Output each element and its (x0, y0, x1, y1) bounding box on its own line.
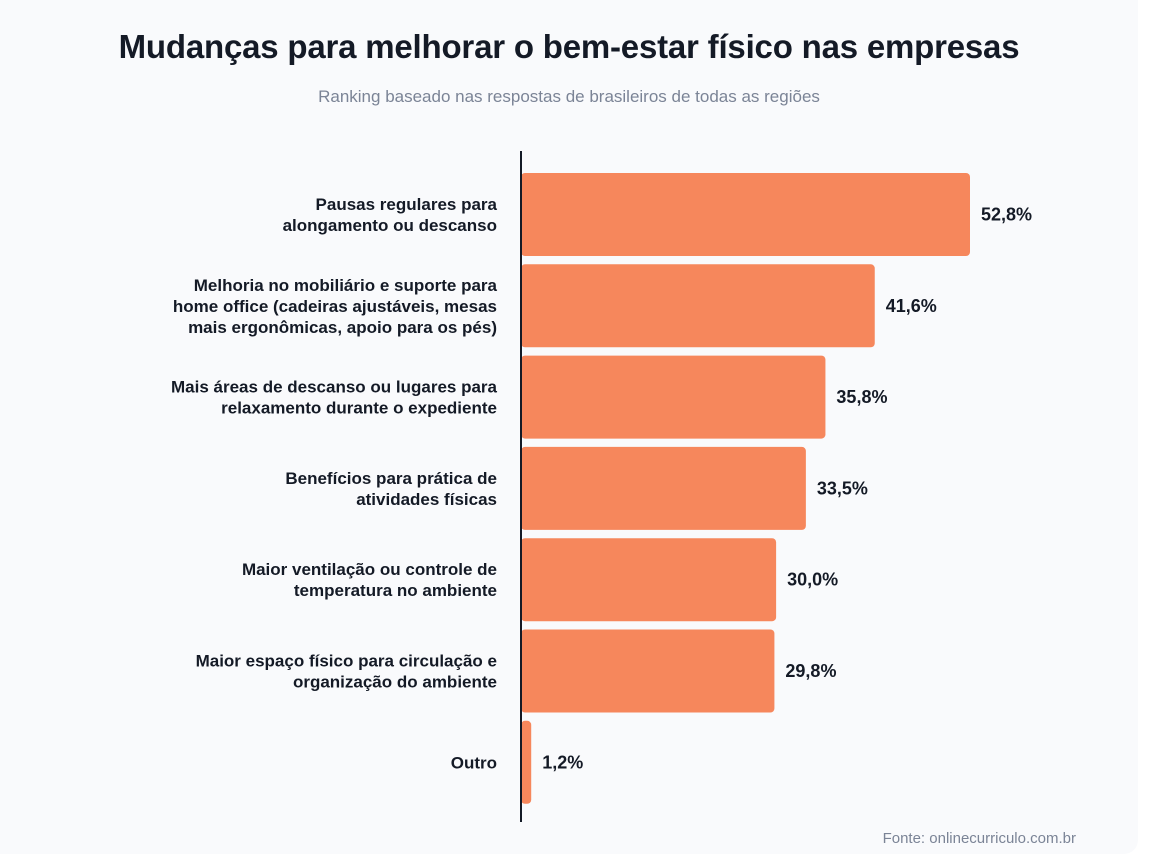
category-label-7-line-1: Outro (451, 753, 497, 772)
bar-3 (521, 355, 826, 439)
bar-6 (521, 629, 775, 713)
bar-2 (521, 264, 875, 348)
category-label-1-line-1: Pausas regulares para (316, 195, 498, 214)
value-label-6: 29,8% (785, 661, 836, 681)
bar-7 (521, 720, 532, 804)
category-label-2: Melhoria no mobiliário e suporte para hom… (173, 276, 498, 337)
bar-chart: 52,8% Pausas regulares para alongamento ou… (171, 151, 1032, 822)
category-label-3-line-2: relaxamento durante o expediente (221, 399, 497, 418)
category-label-5: Maior ventilação ou controle de temperatu… (242, 560, 497, 600)
category-label-1-line-2: alongamento ou descanso (283, 216, 497, 235)
category-label-2-line-1: Melhoria no mobiliário e suporte para (194, 276, 498, 295)
value-label-7: 1,2% (542, 752, 583, 772)
category-label-5-line-1: Maior ventilação ou controle de (242, 560, 497, 579)
bars-layer: 52,8% Pausas regulares para alongamento ou… (171, 173, 1032, 804)
category-label-6: Maior espaço físico para circulação e org… (196, 652, 497, 692)
category-label-4-line-2: atividades físicas (356, 490, 497, 509)
value-label-4: 33,5% (817, 478, 868, 498)
category-label-5-line-2: temperatura no ambiente (294, 581, 497, 600)
category-label-1: Pausas regulares para alongamento ou desc… (283, 195, 498, 235)
chart-title: Mudanças para melhorar o bem-estar físic… (118, 28, 1020, 65)
category-label-6-line-2: organização do ambiente (293, 673, 497, 692)
bar-4 (521, 446, 806, 530)
value-label-1: 52,8% (981, 205, 1032, 225)
bar-1 (521, 173, 970, 256)
category-label-4-line-1: Benefícios para prática de (285, 469, 497, 488)
category-label-2-line-3: mais ergonômicas, apoio para os pés) (188, 318, 497, 337)
source-note: Fonte: onlinecurriculo.com.br (882, 830, 1076, 847)
category-label-6-line-1: Maior espaço físico para circulação e (196, 652, 497, 671)
category-label-3: Mais áreas de descanso ou lugares para re… (171, 378, 498, 418)
category-label-4: Benefícios para prática de atividades fís… (285, 469, 497, 509)
value-label-5: 30,0% (787, 570, 838, 590)
category-label-2-line-2: home office (cadeiras ajustáveis, mesas (173, 297, 497, 316)
category-label-3-line-1: Mais áreas de descanso ou lugares para (171, 378, 498, 397)
chart-card: Mudanças para melhorar o bem-estar físic… (118, 28, 1076, 847)
chart-subtitle: Ranking baseado nas respostas de brasile… (318, 87, 820, 106)
value-label-3: 35,8% (836, 387, 887, 407)
category-label-7: Outro (451, 753, 497, 772)
bar-5 (521, 538, 777, 622)
value-label-2: 41,6% (886, 296, 937, 316)
